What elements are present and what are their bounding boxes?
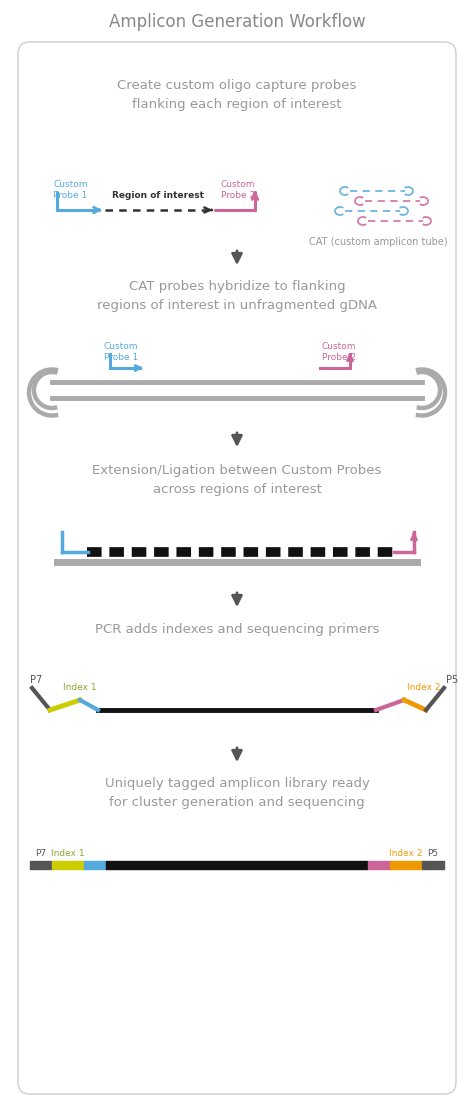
Text: Custom
Probe 2: Custom Probe 2 <box>221 180 255 200</box>
Text: Index 2: Index 2 <box>389 849 423 858</box>
Text: Region of interest: Region of interest <box>112 191 204 200</box>
Text: Extension/Ligation between Custom Probes
across regions of interest: Extension/Ligation between Custom Probes… <box>92 464 382 496</box>
Text: Custom
Probe 1: Custom Probe 1 <box>53 180 88 200</box>
Text: Uniquely tagged amplicon library ready
for cluster generation and sequencing: Uniquely tagged amplicon library ready f… <box>105 778 369 809</box>
Text: CAT (custom amplicon tube): CAT (custom amplicon tube) <box>309 237 447 247</box>
Text: P7: P7 <box>36 849 46 858</box>
Text: CAT probes hybridize to flanking
regions of interest in unfragmented gDNA: CAT probes hybridize to flanking regions… <box>97 280 377 312</box>
Text: Index 1: Index 1 <box>63 683 97 692</box>
Text: P7: P7 <box>30 675 42 685</box>
FancyBboxPatch shape <box>18 42 456 1094</box>
Text: P5: P5 <box>446 675 458 685</box>
Text: PCR adds indexes and sequencing primers: PCR adds indexes and sequencing primers <box>95 623 379 637</box>
Text: Custom
Probe 1: Custom Probe 1 <box>104 342 138 362</box>
Text: Custom
Probe 2: Custom Probe 2 <box>322 342 356 362</box>
Text: Amplicon Generation Workflow: Amplicon Generation Workflow <box>109 13 365 31</box>
Text: Index 2: Index 2 <box>407 683 440 692</box>
Text: P5: P5 <box>428 849 438 858</box>
Text: Index 1: Index 1 <box>51 849 85 858</box>
Text: Create custom oligo capture probes
flanking each region of interest: Create custom oligo capture probes flank… <box>117 79 357 111</box>
